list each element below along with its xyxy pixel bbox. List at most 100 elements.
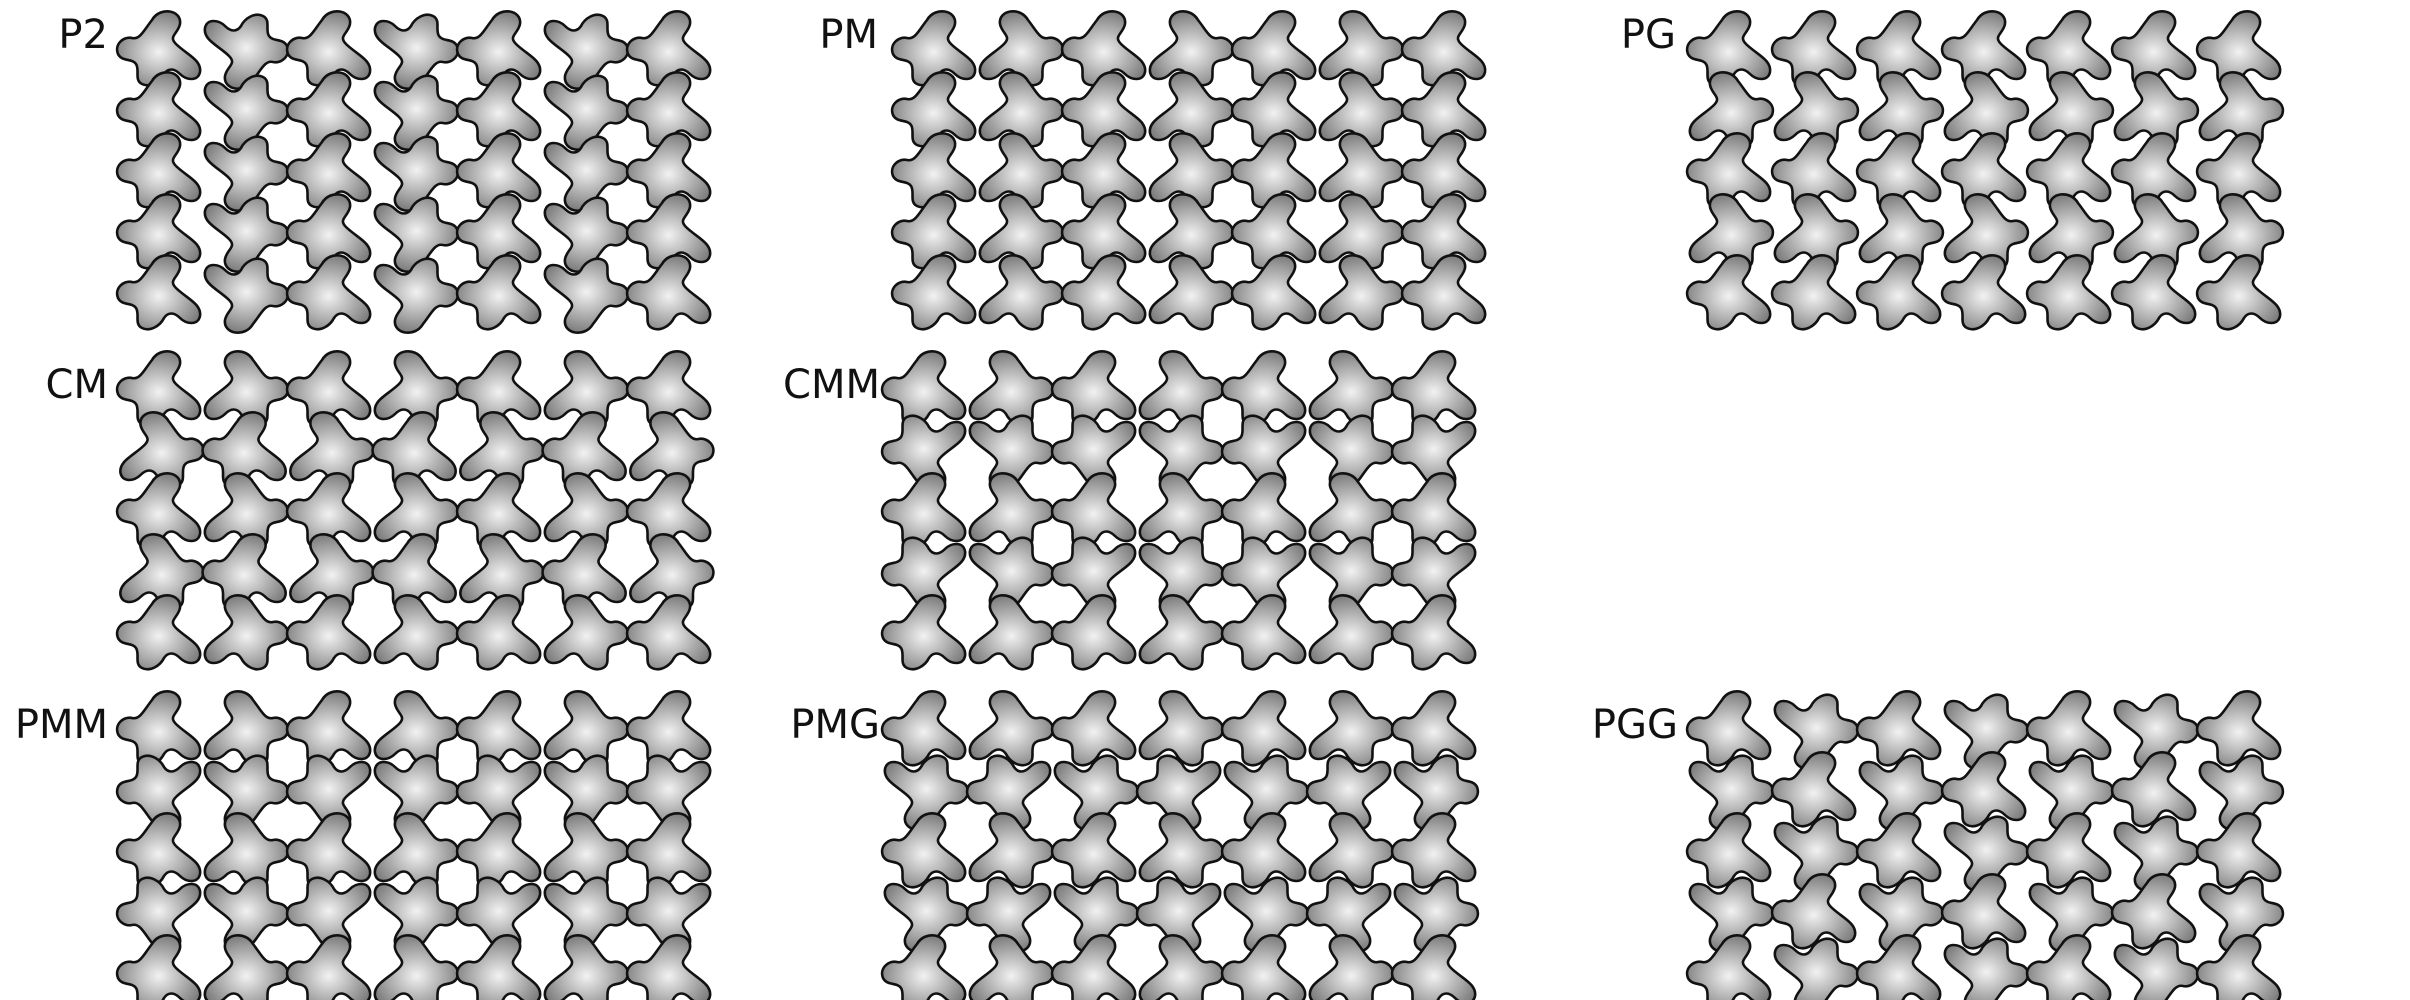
motif-tile: [1685, 811, 1772, 889]
motif-tile: [1050, 811, 1137, 889]
motif-tile: [1390, 933, 1477, 1000]
panel-pg: PG: [1621, 9, 2285, 331]
motif-tile: [373, 257, 460, 335]
motif-tile: [1318, 253, 1405, 331]
motif-tile: [1060, 253, 1147, 331]
motif-tile: [1855, 253, 1942, 331]
motif-tile: [285, 811, 372, 889]
panel-label-pgg: PGG: [1592, 702, 1678, 748]
motif-tile: [1148, 253, 1235, 331]
motif-tile: [1308, 933, 1395, 1000]
motif-tile: [543, 811, 630, 889]
motif-tile: [285, 933, 372, 1000]
motif-tile: [543, 135, 630, 213]
motif-tile: [1050, 471, 1137, 549]
motif-tile: [968, 811, 1055, 889]
motif-tile: [1220, 593, 1307, 671]
motif-tile: [455, 253, 542, 331]
motif-tile: [1770, 872, 1857, 950]
motif-tile: [625, 689, 712, 767]
motif-tile: [373, 74, 460, 152]
panel-label-pmg: PMG: [790, 702, 880, 748]
panel-label-p2: P2: [58, 12, 108, 58]
motif-tile: [968, 933, 1055, 1000]
motif-tile: [373, 593, 460, 671]
motif-tile: [2195, 933, 2282, 1000]
motif-tile: [1685, 689, 1772, 767]
motif-tile: [115, 253, 202, 331]
motif-tile: [1940, 872, 2027, 950]
motif-tile: [2195, 811, 2282, 889]
motif-tile: [1138, 349, 1225, 427]
motif-tile: [880, 349, 967, 427]
motif-tile: [1855, 811, 1942, 889]
motif-tile: [203, 13, 290, 91]
motif-tile: [1138, 933, 1225, 1000]
motif-tile: [1685, 253, 1772, 331]
motif-tile: [968, 471, 1055, 549]
motif-tile: [373, 196, 460, 274]
motif-tile: [2025, 933, 2112, 1000]
motif-tile: [455, 933, 542, 1000]
motif-tile: [203, 811, 290, 889]
motif-tile: [2195, 689, 2282, 767]
motif-tile: [1138, 689, 1225, 767]
motif-tile: [2110, 750, 2197, 828]
panel-cmm: CMM: [783, 349, 1477, 671]
motif-tile: [625, 933, 712, 1000]
motif-tile: [203, 933, 290, 1000]
motif-tile: [203, 593, 290, 671]
motif-tile: [1855, 933, 1942, 1000]
motif-tile: [968, 689, 1055, 767]
motif-tile: [1050, 689, 1137, 767]
motif-tile: [1943, 937, 2030, 1000]
motif-tile: [1390, 689, 1477, 767]
motif-tile: [115, 593, 202, 671]
panel-label-cmm: CMM: [783, 362, 880, 408]
panel-label-pmm: PMM: [15, 702, 108, 748]
motif-tile: [2025, 689, 2112, 767]
motif-tile: [1855, 689, 1942, 767]
panel-p2: P2: [58, 9, 712, 335]
motif-tile: [285, 253, 372, 331]
motif-tile: [543, 74, 630, 152]
motif-tile: [1220, 811, 1307, 889]
motif-tile: [285, 593, 372, 671]
motif-tile: [1220, 471, 1307, 549]
motif-tile: [373, 811, 460, 889]
motif-tile: [890, 253, 977, 331]
motif-tile: [115, 933, 202, 1000]
motif-tile: [1685, 933, 1772, 1000]
motif-tile: [1138, 471, 1225, 549]
panel-pmg: PMG: [790, 689, 1480, 1000]
panel-pgg: PGG: [1592, 689, 2285, 1000]
motif-tile: [2025, 811, 2112, 889]
motif-tile: [373, 689, 460, 767]
motif-tile: [455, 593, 542, 671]
motif-tile: [2025, 253, 2112, 331]
motif-tile: [2110, 872, 2197, 950]
motif-tile: [543, 933, 630, 1000]
motif-tile: [1050, 349, 1137, 427]
motif-tile: [1390, 471, 1477, 549]
panel-label-cm: CM: [46, 362, 108, 408]
motif-tile: [1940, 253, 2027, 331]
panel-pmm: PMM: [15, 689, 712, 1000]
motif-tile: [1220, 933, 1307, 1000]
motif-tile: [203, 689, 290, 767]
panel-label-pm: PM: [819, 12, 878, 58]
motif-tile: [455, 811, 542, 889]
motif-tile: [625, 593, 712, 671]
motif-tile: [115, 689, 202, 767]
motif-tile: [543, 689, 630, 767]
motif-tile: [1230, 253, 1317, 331]
motif-tile: [285, 689, 372, 767]
motif-tile: [1308, 811, 1395, 889]
motif-tile: [1773, 937, 1860, 1000]
motif-tile: [455, 689, 542, 767]
motif-tile: [1770, 750, 1857, 828]
motif-tile: [203, 135, 290, 213]
motif-tile: [968, 593, 1055, 671]
motif-tile: [625, 253, 712, 331]
motif-tile: [543, 13, 630, 91]
